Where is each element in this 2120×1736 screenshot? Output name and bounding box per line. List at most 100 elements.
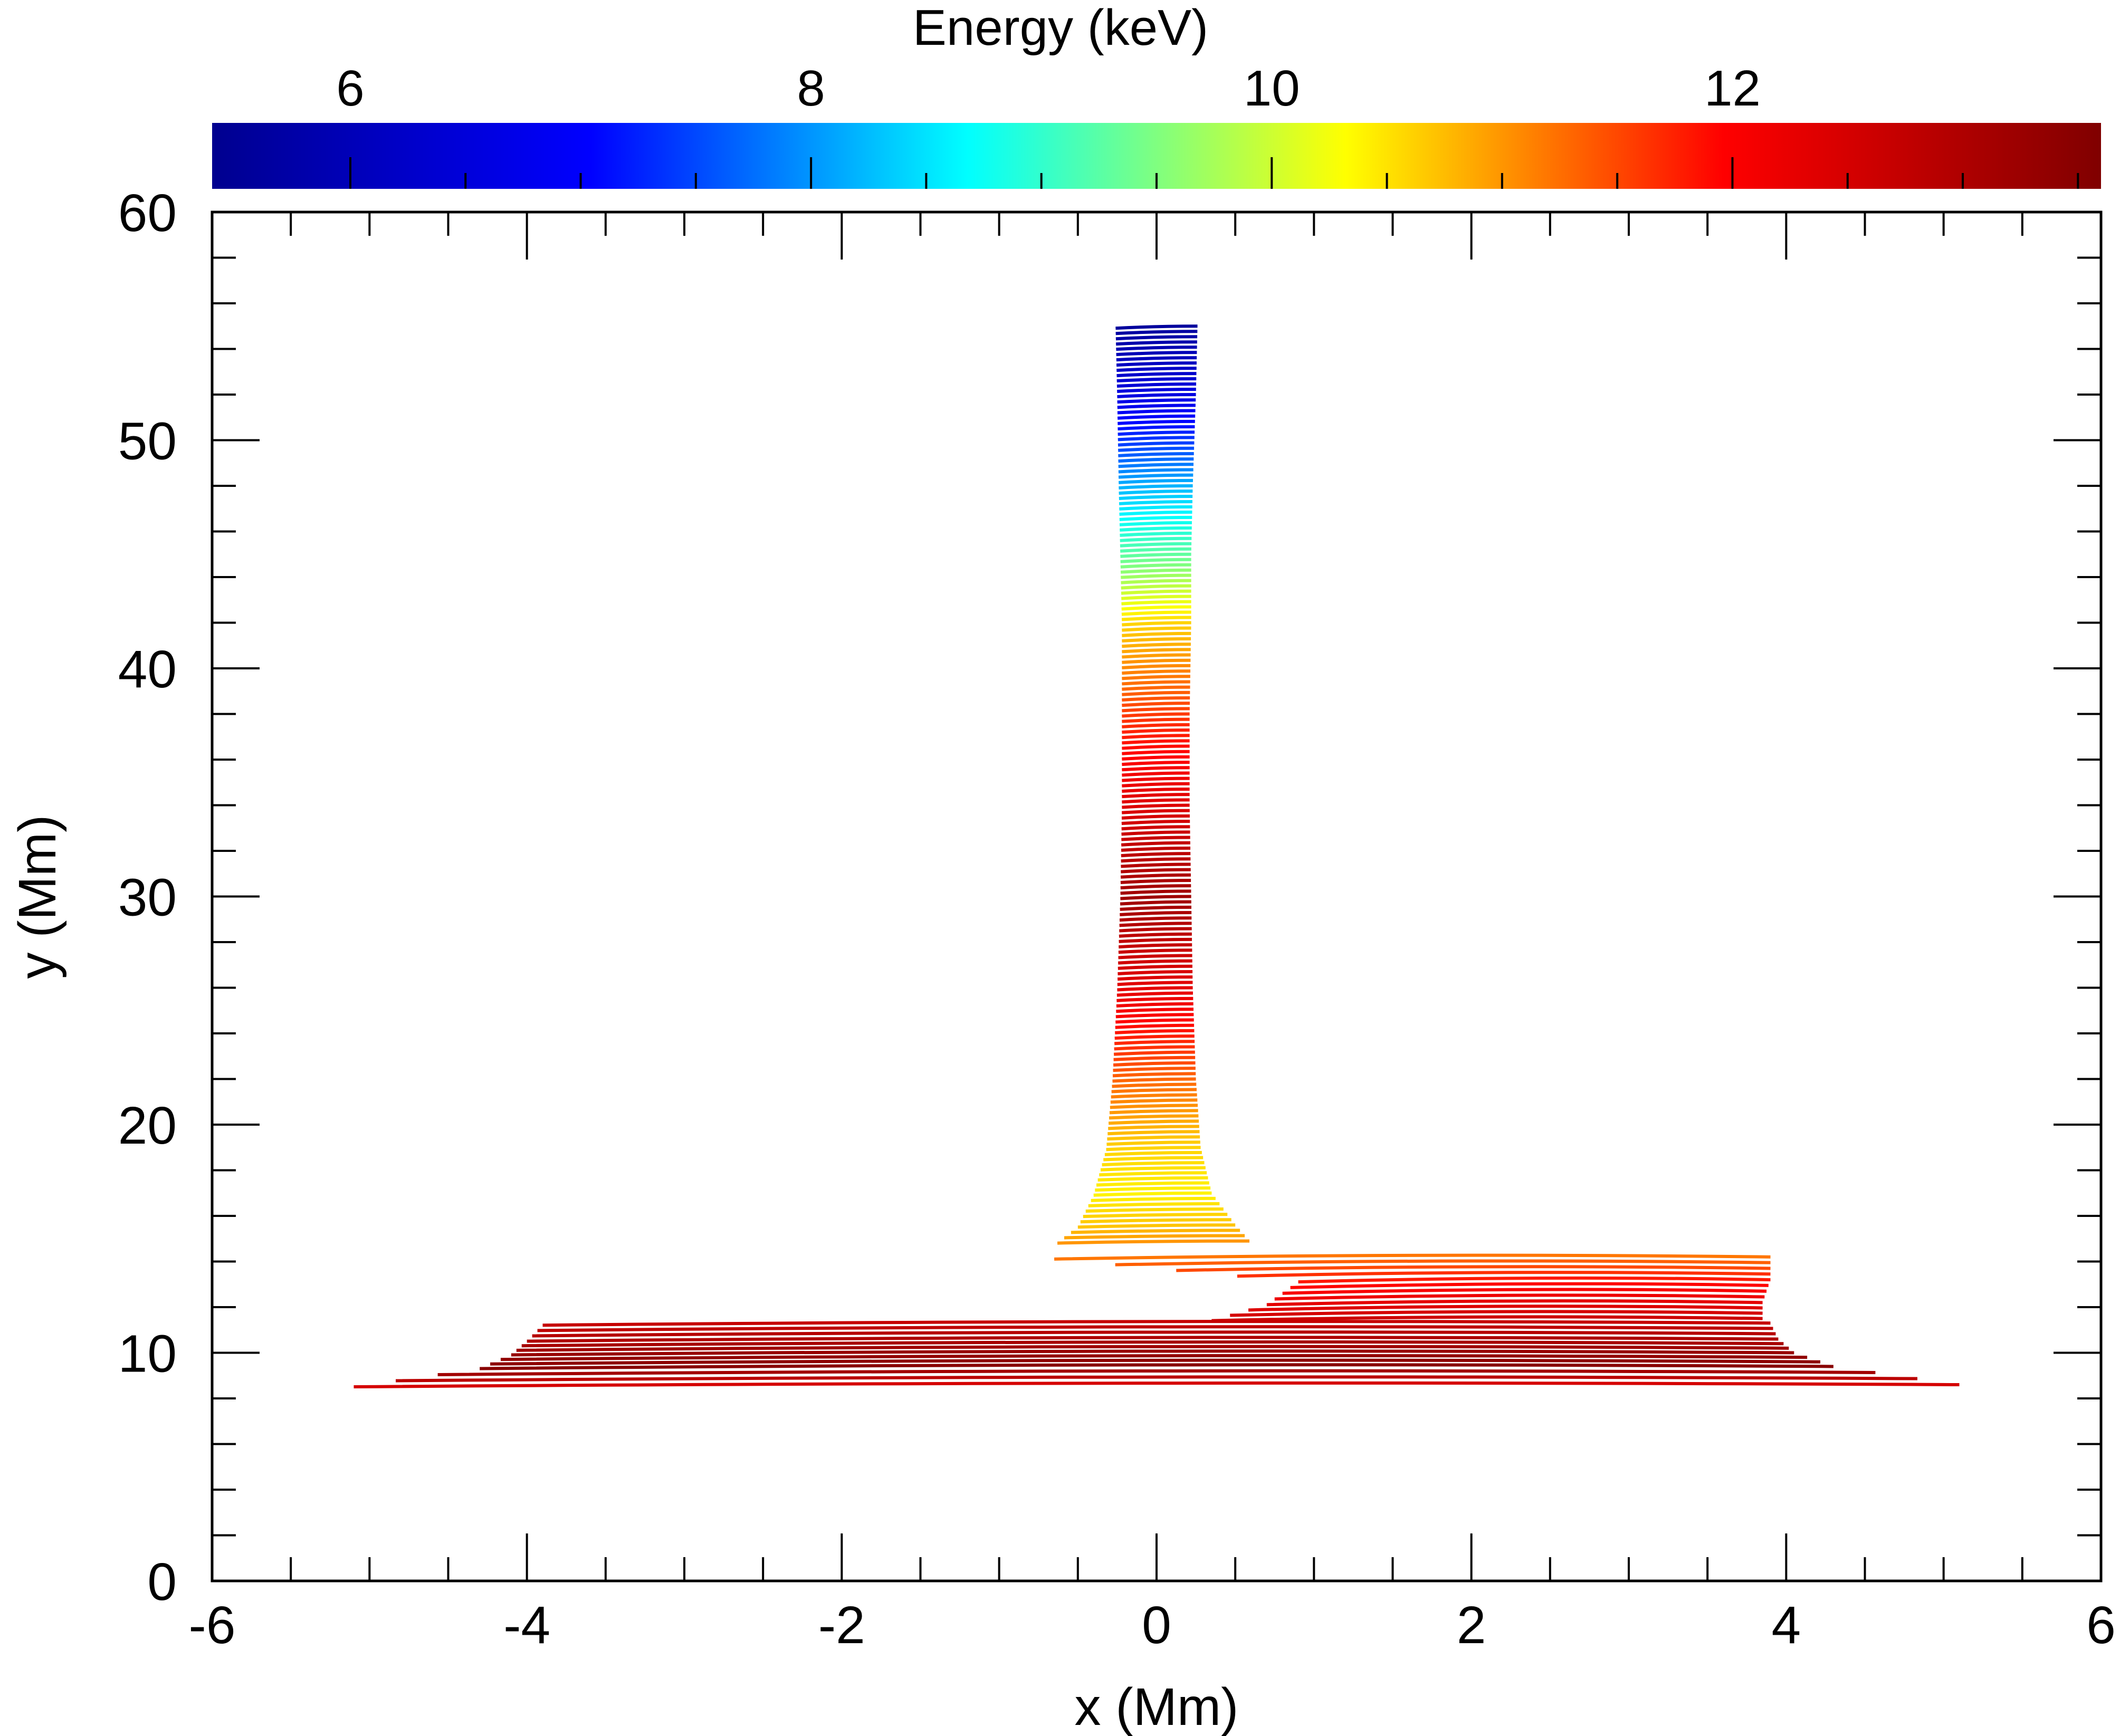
trace-line [1122,734,1190,740]
trace-line [1122,761,1190,766]
colorbar-tick-label: 6 [336,60,364,117]
y-axis-tick-labels: 0 10 20 30 40 50 60 [118,184,177,1612]
trace-line [1122,664,1191,669]
trace-line [1122,712,1190,718]
x-tick-label: 0 [1142,1596,1171,1655]
trace-line [1274,1293,1765,1301]
y-tick-label: 20 [118,1096,177,1155]
trace-line [1115,1013,1194,1019]
trace-line [1100,1166,1206,1172]
trace-line [521,1340,1784,1348]
trace-line [1093,1191,1212,1197]
trace-line [1112,1082,1197,1088]
trace-line [1114,1034,1195,1040]
trace-line [1122,707,1190,713]
trace-line [1122,771,1190,777]
trace-line [1119,510,1192,516]
trace-line [1116,1002,1193,1008]
trace-line [1120,911,1192,917]
trace-line [1120,526,1192,532]
trace-line [1115,324,1198,330]
trace-line [1118,463,1194,468]
trace-line [1117,398,1196,404]
trace-line [1117,981,1193,986]
trace-line [1095,1186,1211,1192]
trace-line [1248,1305,1763,1312]
trace-line [1122,798,1190,804]
trace-line [1122,750,1190,755]
trace-line [1119,922,1192,927]
trace-line [1088,1202,1220,1207]
trace-line [1122,787,1190,793]
trace-line [1071,1229,1240,1234]
trace-line [1116,1008,1194,1013]
trace-line [1120,542,1192,548]
trace-line [1117,986,1193,992]
trace-line [1119,937,1192,943]
y-tick-label: 30 [118,868,177,927]
trace-line [1117,409,1196,415]
x-tick-label: -6 [189,1596,236,1655]
trace-line [1119,505,1192,511]
trace-line [1091,1196,1216,1202]
trace-line [1119,489,1193,495]
x-axis-title: x (Mm) [1075,1677,1239,1736]
trace-line [1110,1098,1198,1104]
trace-line [1122,739,1190,745]
trace-line [1121,579,1191,584]
trace-line [1120,900,1191,906]
trace-line [1122,642,1191,648]
trace-line [1085,1207,1224,1213]
trace-line [1115,335,1198,341]
trace-line [1116,377,1197,383]
trace-line [1122,680,1190,686]
trace-line [1115,1029,1195,1034]
trace-line [1115,340,1197,346]
colorbar-tick-label: 10 [1244,60,1300,117]
y-tick-label: 10 [118,1325,177,1384]
trace-line [1121,852,1191,858]
trace-line [1057,1239,1250,1245]
trace-line [1122,755,1190,761]
trace-line [1120,547,1191,553]
trace-line [1121,605,1191,611]
trace-line [542,1320,1771,1327]
colorbar-title: Energy (keV) [913,0,1208,56]
trace-line [1115,1023,1195,1029]
trace-line [1121,600,1191,606]
trace-line [1112,1072,1196,1078]
trace-line [1121,846,1191,852]
trace-line [1122,653,1191,659]
trace-line [1176,1265,1771,1272]
trace-line [1116,351,1197,357]
trace-line [500,1354,1808,1361]
trace-line [1122,621,1191,627]
trace-line [1102,1161,1205,1167]
y-axis-ticks [212,211,2101,1582]
trace-line [1083,1213,1228,1219]
trace-line [1290,1282,1769,1289]
energy-traces [354,324,1960,1389]
trace-line [537,1325,1773,1332]
trace-line [1116,382,1197,388]
trace-line [1117,393,1196,398]
trace-line [1119,932,1192,938]
trace-line [1080,1218,1231,1224]
trace-line [1117,414,1196,420]
trace-line [1118,441,1195,447]
trace-line [1109,1114,1199,1120]
trace-line [1120,884,1191,890]
trace-line [1077,1223,1236,1229]
trace-line [1117,404,1196,409]
trace-line [1120,536,1192,542]
trace-line [1122,648,1191,654]
trace-line [1118,436,1195,442]
trace-line [1122,685,1190,691]
trace-line [1116,361,1197,367]
trace-line [1118,970,1193,975]
trace-line [1116,372,1197,378]
trace-line [1110,1104,1198,1109]
trace-line [1118,473,1193,479]
trace-line [1120,895,1191,900]
trace-line [1116,356,1197,362]
